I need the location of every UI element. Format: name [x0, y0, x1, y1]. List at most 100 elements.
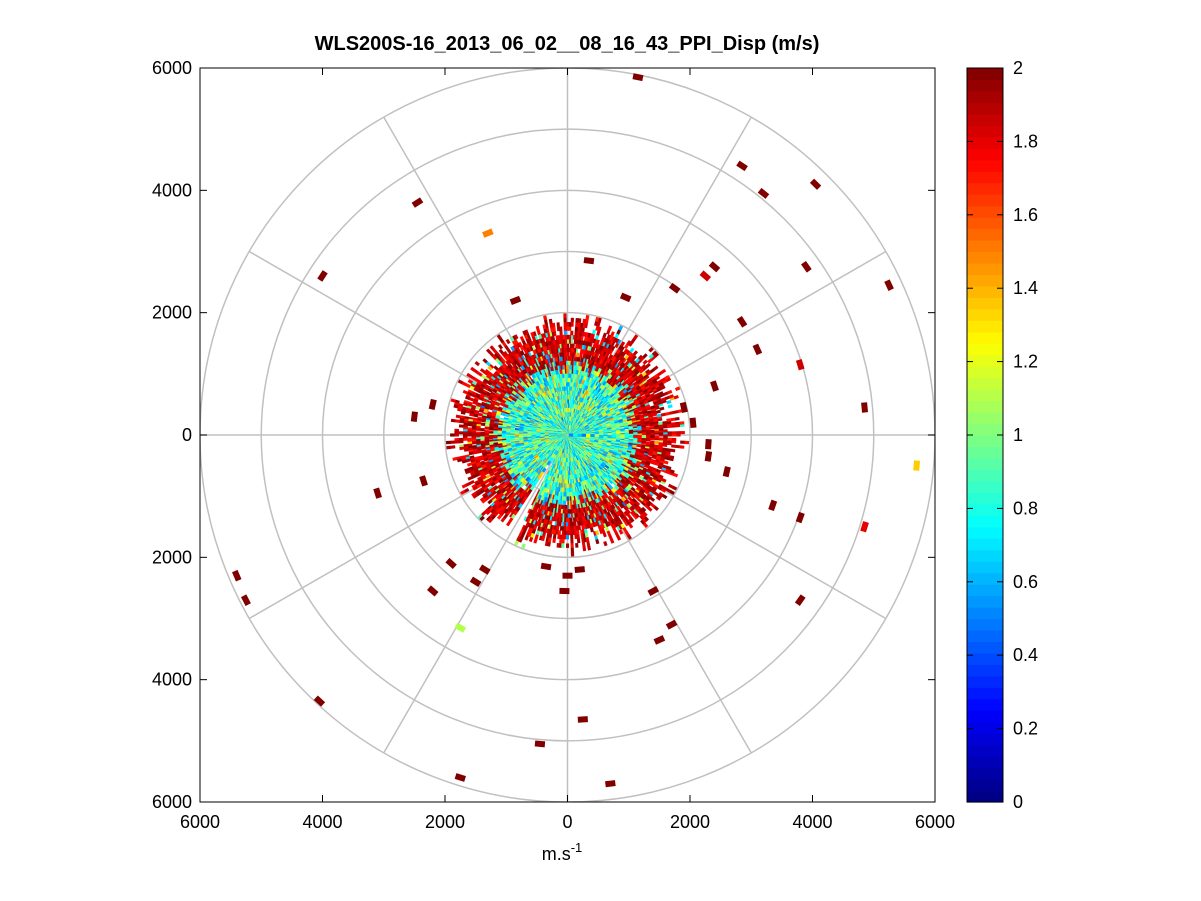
- dense-cell: [458, 424, 464, 428]
- dense-cell: [455, 419, 460, 423]
- dense-cell: [649, 405, 656, 410]
- dense-cell: [628, 341, 634, 347]
- dense-cell: [606, 329, 611, 335]
- dense-cell: [630, 378, 636, 384]
- dense-cell: [488, 441, 494, 445]
- dense-cell: [628, 352, 634, 358]
- dense-cell: [616, 404, 623, 409]
- dense-cell: [634, 357, 641, 364]
- dense-cell: [660, 385, 666, 391]
- dense-cell: [602, 375, 608, 382]
- dense-cell: [640, 377, 647, 383]
- dense-cell: [450, 445, 456, 449]
- dense-cell: [652, 416, 658, 421]
- dense-cell: [623, 364, 629, 371]
- dense-cell: [565, 322, 570, 327]
- dense-cell: [633, 409, 639, 414]
- dense-cell: [565, 543, 570, 548]
- dense-cell: [617, 371, 623, 377]
- dense-cell: [559, 360, 564, 366]
- dense-cell: [594, 348, 600, 354]
- dense-cell: [623, 348, 629, 354]
- dense-cell: [570, 539, 574, 544]
- dense-cell: [617, 360, 623, 366]
- dense-cell: [632, 374, 638, 380]
- dense-cell: [488, 436, 494, 440]
- dense-cell: [554, 365, 559, 371]
- dense-cell: [563, 330, 567, 336]
- dense-cell: [573, 356, 578, 362]
- dense-cell: [575, 318, 579, 323]
- dense-cell: [501, 430, 507, 434]
- dense-cell: [605, 342, 610, 349]
- dense-cell: [639, 356, 645, 362]
- dense-cell: [471, 441, 477, 445]
- dense-cell: [659, 393, 665, 398]
- dense-cell: [664, 395, 671, 401]
- dense-cell: [620, 380, 626, 386]
- dense-cell: [676, 431, 681, 435]
- dense-cell: [615, 363, 621, 369]
- dense-cell: [642, 353, 648, 359]
- dense-cell: [664, 375, 670, 380]
- dense-cell: [663, 391, 669, 397]
- dense-cell: [658, 381, 664, 387]
- dense-cell: [650, 433, 655, 437]
- dense-cell: [674, 386, 681, 392]
- dense-cell: [623, 408, 629, 413]
- dense-cell: [621, 374, 627, 380]
- dense-cell: [649, 383, 656, 389]
- dense-cell: [617, 365, 623, 372]
- dense-cell: [637, 354, 644, 361]
- dense-cell: [590, 378, 596, 384]
- dense-cell: [584, 404, 590, 411]
- dense-cell: [610, 336, 616, 342]
- dense-cell: [654, 375, 661, 381]
- dense-cell: [584, 380, 589, 387]
- dense-cell: [623, 370, 629, 376]
- dense-cell: [597, 413, 604, 419]
- dense-cell: [555, 525, 560, 531]
- dense-cell: [639, 383, 645, 389]
- dense-cell: [646, 387, 653, 393]
- dense-cell: [552, 538, 556, 544]
- dense-cell: [559, 352, 563, 357]
- dense-cell: [671, 433, 677, 437]
- dense-cell: [458, 440, 464, 444]
- dense-cell: [497, 430, 502, 434]
- dense-cell: [666, 418, 672, 422]
- dense-cell: [627, 362, 633, 369]
- dense-cell: [595, 371, 601, 377]
- dense-cell: [626, 350, 632, 357]
- dense-cell: [608, 385, 614, 392]
- dense-cell: [649, 375, 656, 381]
- dense-cell: [643, 382, 650, 388]
- dense-cell: [655, 385, 661, 391]
- dense-cell: [607, 368, 613, 375]
- dense-cell: [667, 433, 673, 437]
- dense-cell: [584, 389, 589, 396]
- dense-cell: [592, 342, 597, 348]
- dense-cell: [619, 378, 625, 385]
- dense-cell: [561, 504, 565, 510]
- dense-cell: [660, 368, 667, 374]
- dense-cell: [631, 366, 638, 373]
- dense-cell: [616, 354, 622, 360]
- dense-cell: [606, 396, 612, 402]
- dense-cell: [567, 360, 571, 366]
- dense-cell: [616, 370, 622, 376]
- dense-cell: [570, 534, 574, 540]
- dense-cell: [445, 440, 451, 445]
- dense-cell: [556, 322, 560, 328]
- dense-cell: [563, 313, 567, 319]
- dense-cell: [656, 413, 662, 418]
- dense-cell: [458, 431, 464, 435]
- dense-cell: [635, 371, 642, 377]
- dense-cell: [586, 391, 592, 397]
- dense-cell: [602, 392, 608, 398]
- dense-cell: [634, 383, 641, 389]
- dense-cell: [646, 370, 652, 376]
- dense-cell: [467, 433, 472, 437]
- dense-cell: [630, 365, 636, 371]
- dense-cell: [583, 385, 589, 391]
